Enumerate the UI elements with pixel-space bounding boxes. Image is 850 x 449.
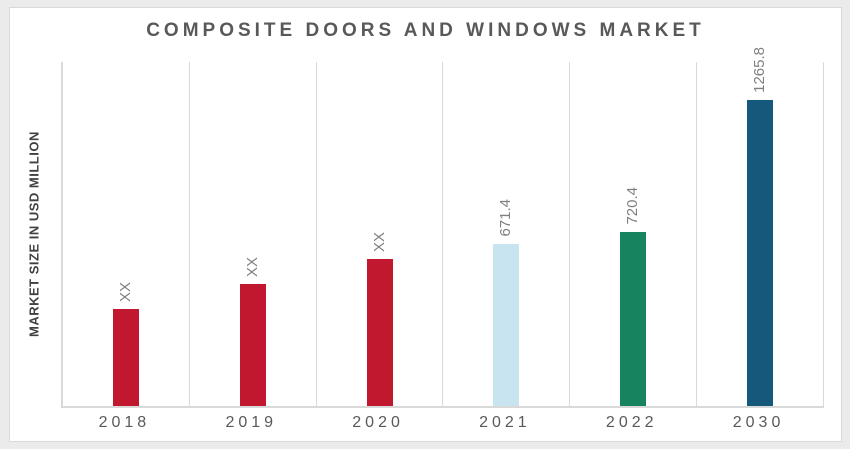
y-axis-title: MARKET SIZE IN USD MILLION	[26, 131, 42, 337]
category-column-2019: XX	[190, 62, 317, 406]
x-tick-label-2022: 2022	[605, 414, 658, 431]
x-tick-label-2020: 2020	[352, 414, 404, 431]
plot-area: XX XX XX 671.4 720.4 1265.8	[61, 47, 824, 408]
category-column-2021: 671.4	[443, 62, 571, 406]
x-tick-label-2018: 2018	[98, 414, 151, 431]
bar-2020	[366, 259, 393, 406]
bar-value-label-2030: 1265.8	[751, 47, 769, 93]
x-tick-label-2019: 2019	[225, 414, 278, 431]
chart-title: COMPOSITE DOORS AND WINDOWS MARKET	[146, 20, 705, 41]
chart-canvas: COMPOSITE DOORS AND WINDOWS MARKET MARKE…	[9, 7, 842, 442]
bar-value-label-2018: XX	[116, 281, 134, 302]
category-column-2022: 720.4	[570, 62, 698, 406]
x-tick-label-2030: 2030	[732, 414, 785, 431]
category-column-2030: 1265.8	[697, 47, 824, 406]
bar-value-label-2020: XX	[370, 231, 388, 252]
bar-value-label-2021: 671.4	[497, 199, 515, 237]
bar-2018	[112, 309, 139, 406]
bar-value-label-2019: XX	[243, 256, 261, 277]
bar-2030	[747, 100, 774, 406]
bar-2021	[493, 244, 520, 406]
bar-2019	[239, 284, 266, 406]
bar-value-label-2022: 720.4	[624, 187, 642, 225]
category-column-2020: XX	[317, 62, 444, 406]
category-column-2018: XX	[63, 62, 190, 406]
x-tick-label-2021: 2021	[479, 414, 531, 431]
x-axis-tick-labels: 2018 2019 2020 2021 2022 2030	[61, 414, 822, 432]
bar-2022	[620, 232, 647, 406]
